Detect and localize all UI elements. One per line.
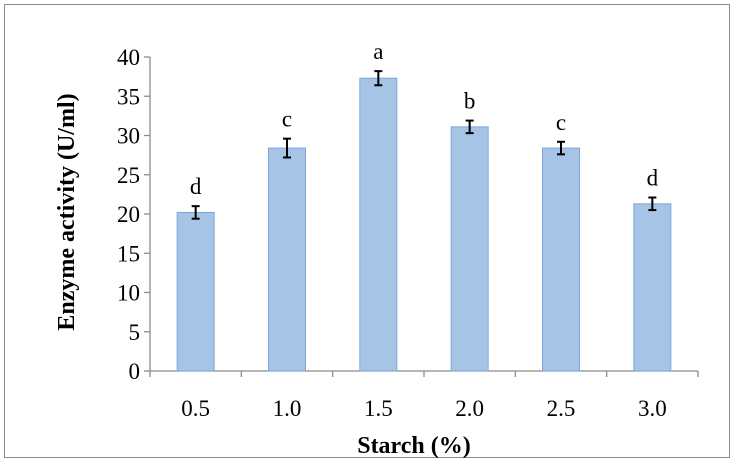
x-axis-title: Starch (%) — [357, 433, 471, 459]
y-tick-label: 25 — [117, 163, 140, 188]
y-tick-label: 5 — [129, 320, 141, 345]
bar — [359, 77, 398, 372]
y-tick-label: 40 — [117, 45, 140, 70]
significance-label: d — [647, 166, 659, 191]
y-tick-label: 35 — [117, 84, 140, 109]
bar — [268, 147, 306, 372]
x-tick-label: 1.0 — [273, 396, 302, 421]
y-tick-label: 10 — [117, 281, 140, 306]
x-tick-label: 2.5 — [547, 396, 576, 421]
error-bars — [191, 70, 657, 220]
error-bar — [465, 119, 474, 135]
x-tick-label: 0.5 — [181, 396, 210, 421]
y-axis: 0 5 10 15 20 25 30 35 40 — [117, 45, 151, 384]
y-axis-title: Enzyme activity (U/ml) — [54, 93, 80, 330]
y-tick-label: 15 — [117, 241, 140, 266]
bar — [633, 203, 672, 372]
error-bar — [191, 205, 200, 220]
y-tick-label: 0 — [129, 359, 141, 384]
error-bar — [648, 196, 657, 212]
significance-label: c — [556, 110, 566, 135]
error-bar — [283, 137, 291, 159]
x-tick-label: 3.0 — [638, 396, 667, 421]
error-bar — [374, 70, 383, 87]
bars — [176, 77, 672, 372]
significance-label: b — [464, 89, 476, 114]
error-bar — [557, 140, 565, 156]
x-tick-label: 1.5 — [364, 396, 393, 421]
significance-labels: d c a b c d — [190, 39, 659, 199]
x-tick-label: 2.0 — [455, 396, 484, 421]
bar — [450, 126, 489, 372]
significance-label: d — [190, 174, 202, 199]
significance-label: a — [373, 39, 383, 64]
y-tick-label: 20 — [117, 202, 140, 227]
x-axis: 0.5 1.0 1.5 2.0 2.5 3.0 — [149, 370, 699, 421]
significance-label: c — [282, 107, 292, 132]
y-tick-label: 30 — [117, 124, 140, 149]
bar — [542, 147, 580, 372]
bar — [176, 211, 215, 372]
